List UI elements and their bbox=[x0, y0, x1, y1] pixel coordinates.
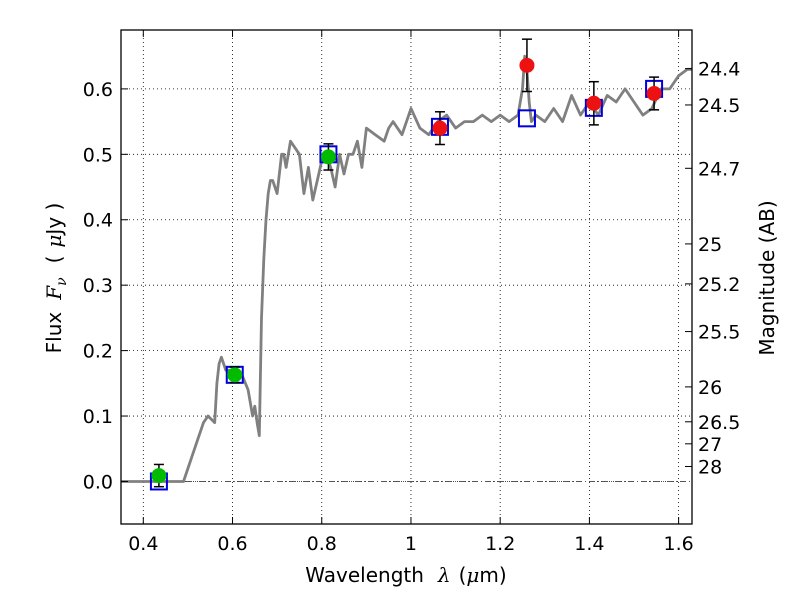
magnitude-tick-label: 26 bbox=[698, 377, 722, 399]
y-tick-label: 0.1 bbox=[83, 406, 113, 428]
magnitude-tick-label: 24.4 bbox=[698, 59, 740, 81]
x-axis-label: Wavelength λ (μm) bbox=[305, 563, 506, 587]
magnitude-tick-label: 28 bbox=[698, 456, 722, 478]
observed-point bbox=[646, 85, 662, 101]
magnitude-tick-label: 26.5 bbox=[698, 412, 740, 434]
model-sed-line bbox=[121, 54, 692, 483]
y-tick-label: 0.0 bbox=[83, 471, 113, 493]
x-tick-label: 1.4 bbox=[574, 533, 604, 555]
observed-point bbox=[586, 95, 602, 111]
magnitude-tick-label: 25.5 bbox=[698, 322, 740, 344]
x-axis-unit-open: ( bbox=[459, 563, 467, 587]
magnitude-tick-label: 25 bbox=[698, 234, 722, 256]
y-tick-label: 0.3 bbox=[83, 275, 113, 297]
y-axis-title: Flux bbox=[42, 312, 66, 354]
observed-point bbox=[151, 468, 167, 484]
y-axis-unit-mu: μ bbox=[42, 235, 66, 248]
y-axis-ticks: 0.0 0.1 0.2 0.3 0.4 0.5 0.6 bbox=[83, 79, 128, 493]
series-layer bbox=[121, 38, 692, 491]
magnitude-tick-label: 24.5 bbox=[698, 95, 740, 117]
x-axis-unit-mu: μ bbox=[466, 563, 479, 587]
x-tick-label: 1.2 bbox=[485, 533, 515, 555]
x-axis-title: Wavelength bbox=[305, 563, 424, 587]
y-tick-label: 0.5 bbox=[83, 144, 113, 166]
x-axis-ticks: 0.4 0.6 0.8 1 1.2 1.4 1.6 bbox=[128, 30, 694, 555]
observed-point bbox=[432, 120, 448, 136]
observed-point bbox=[320, 149, 336, 165]
magnitude-axis-label: Magnitude (AB) bbox=[755, 200, 779, 355]
observed-point bbox=[519, 57, 535, 73]
model-photometry-square bbox=[517, 109, 536, 128]
x-axis-symbol: λ bbox=[437, 563, 451, 587]
y-axis-unit-rest: Jy ) bbox=[42, 203, 66, 237]
x-tick-label: 0.8 bbox=[307, 533, 337, 555]
plot-frame bbox=[120, 29, 693, 525]
y-axis-subscript: ν bbox=[54, 277, 70, 286]
observed-point bbox=[227, 367, 243, 383]
x-tick-label: 0.6 bbox=[217, 533, 247, 555]
y-tick-label: 0.4 bbox=[83, 210, 113, 232]
y-axis-unit-open: ( bbox=[42, 256, 66, 264]
magnitude-tick-label: 25.2 bbox=[698, 274, 740, 296]
y-axis-label: Flux Fν ( μJy ) bbox=[42, 203, 70, 354]
plot-background bbox=[121, 30, 692, 524]
y-tick-label: 0.2 bbox=[83, 341, 113, 363]
magnitude-tick-label: 24.7 bbox=[698, 158, 740, 180]
magnitude-tick-label: 27 bbox=[698, 434, 722, 456]
x-tick-label: 0.4 bbox=[128, 533, 158, 555]
x-tick-label: 1 bbox=[405, 533, 417, 555]
x-tick-label: 1.6 bbox=[664, 533, 694, 555]
y-tick-label: 0.6 bbox=[83, 79, 113, 101]
x-axis-unit-rest: m) bbox=[479, 563, 506, 587]
y-axis-symbol: F bbox=[42, 285, 66, 301]
